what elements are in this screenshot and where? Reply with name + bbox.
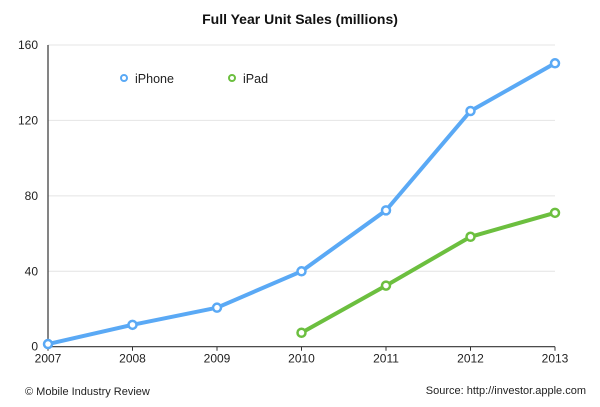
data-point-ipad (296, 327, 307, 338)
data-point-iphone (465, 105, 476, 117)
legend-marker-iphone (120, 74, 128, 82)
data-point-iphone (296, 266, 307, 277)
y-tick-label: 0 (31, 340, 38, 354)
x-tick-label: 2008 (119, 352, 146, 366)
x-tick-label: 2013 (542, 352, 569, 366)
x-tick-label: 2009 (204, 352, 231, 366)
y-tick-label: 40 (25, 264, 39, 278)
chart-title: Full Year Unit Sales (millions) (202, 11, 398, 27)
legend-label-iphone: iPhone (135, 72, 174, 86)
legend-marker-ipad (228, 74, 236, 82)
series-line-ipad (300, 210, 556, 335)
data-point-ipad (380, 280, 392, 291)
x-tick-label: 2012 (457, 352, 484, 366)
x-tick-label: 2011 (373, 352, 399, 366)
y-tick-label: 80 (25, 189, 39, 203)
legend-label-ipad: iPad (243, 72, 268, 86)
x-tick-label: 2010 (288, 352, 315, 366)
data-point-ipad (549, 207, 561, 219)
data-point-iphone (211, 302, 223, 313)
data-point-iphone (549, 58, 561, 69)
x-tick-label: 2007 (35, 352, 62, 366)
y-tick-label: 120 (18, 113, 38, 127)
axes: 0 40 80 120 160 2007 2008 2009 2010 2011 2012 2013 (18, 38, 569, 366)
source-text: Source: http://investor.apple.com (426, 385, 586, 397)
data-point-iphone (127, 319, 138, 331)
copyright-text: © Mobile Industry Review (25, 386, 150, 398)
data-point-iphone (380, 205, 392, 216)
legend: iPhone iPad (120, 72, 268, 86)
y-tick-label: 160 (18, 38, 38, 52)
data-point-ipad (465, 231, 476, 243)
series-line-iphone (47, 61, 556, 347)
data-point-iphone (42, 338, 54, 350)
series-group (42, 58, 561, 350)
